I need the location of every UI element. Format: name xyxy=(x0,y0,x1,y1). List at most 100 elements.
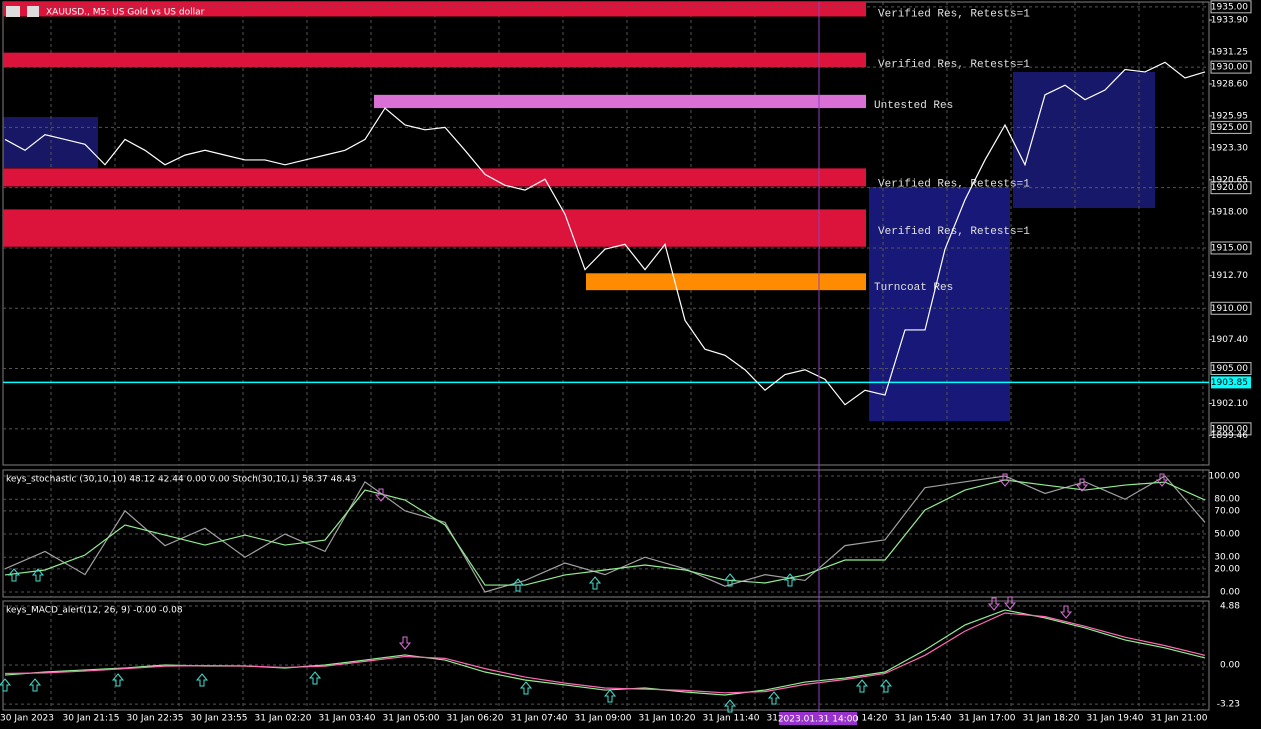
sr-zone xyxy=(3,168,866,187)
price-level-label: 1910.00 xyxy=(1211,304,1248,314)
buy-arrow xyxy=(195,673,209,687)
price-level-label: 1935.00 xyxy=(1211,2,1248,12)
y-tick-label: 30.00 xyxy=(1214,553,1240,563)
pane-frame xyxy=(2,469,1210,598)
data-line xyxy=(4,479,1206,586)
price-tick-label: 1933.90 xyxy=(1211,16,1248,26)
indicator-title: keys_stochastic (30,10,10) 48.12 42.44 0… xyxy=(6,475,356,485)
zone-label: Turncoat Res xyxy=(874,282,953,294)
price-level-label: 1900.00 xyxy=(1211,424,1248,434)
buy-arrow xyxy=(28,678,42,692)
price-level-label: 1925.00 xyxy=(1211,123,1248,133)
time-label: 31 Jan 21:00 xyxy=(1151,714,1208,724)
time-label: 30 Jan 21:15 xyxy=(63,714,120,724)
price-level-box xyxy=(1210,60,1252,74)
buy-arrow xyxy=(511,578,525,592)
sell-arrow xyxy=(1155,473,1169,487)
current-price-label: 1903.85 xyxy=(1211,378,1248,388)
y-tick-label: 4.88 xyxy=(1220,601,1240,611)
price-tick-label: 1902.10 xyxy=(1211,399,1248,409)
sr-zone xyxy=(586,273,866,291)
sr-zone xyxy=(3,209,866,247)
sr-zone xyxy=(3,52,866,68)
time-label: 31 Jan 19:40 xyxy=(1087,714,1144,724)
zone-label: Verified Res, Retests=1 xyxy=(878,178,1030,190)
zone-label: Verified Res, Retests=1 xyxy=(878,59,1030,71)
zone-label: Verified Res, Retests=1 xyxy=(878,226,1030,238)
sell-arrow xyxy=(1059,605,1073,619)
price-tick-label: 1907.40 xyxy=(1211,335,1248,345)
sell-arrow xyxy=(998,473,1012,487)
price-tick-label: 1918.00 xyxy=(1211,207,1248,217)
y-tick-label: 20.00 xyxy=(1214,564,1240,574)
buy-arrow xyxy=(783,573,797,587)
session-box xyxy=(1013,72,1155,208)
cursor-label: 2023.01.31 14:00 xyxy=(778,715,859,725)
cursor-label-box xyxy=(779,712,857,725)
time-label: 31 Jan 15:40 xyxy=(895,714,952,724)
buy-arrow xyxy=(603,689,617,703)
price-tick-label: 1912.70 xyxy=(1211,271,1248,281)
time-label: 31 Jan 11:40 xyxy=(703,714,760,724)
price-level-box xyxy=(1210,0,1252,14)
price-level-box xyxy=(1210,301,1252,315)
time-label: 31 Jan 09:00 xyxy=(575,714,632,724)
sell-arrow xyxy=(374,488,388,502)
price-tick-label: 1920.65 xyxy=(1211,175,1248,185)
data-line xyxy=(4,475,1206,593)
time-label: 31 Jan 06:20 xyxy=(447,714,504,724)
price-tick-label: 1899.46 xyxy=(1211,431,1248,441)
time-label: 31 Jan 02:20 xyxy=(255,714,312,724)
y-tick-label: 70.00 xyxy=(1214,506,1240,516)
y-tick-label: 100.00 xyxy=(1209,472,1241,482)
sr-zone xyxy=(3,2,866,17)
chart-icon[interactable] xyxy=(27,6,39,17)
sell-arrow xyxy=(1075,478,1089,492)
time-label: 31 Jan 07:40 xyxy=(511,714,568,724)
y-tick-label: 80.00 xyxy=(1214,495,1240,505)
time-label: 30 Jan 2023 xyxy=(0,714,54,724)
price-level-box xyxy=(1210,181,1252,195)
indicator-title: keys_MACD_alert(12, 26, 9) -0.00 -0.08 xyxy=(6,606,183,616)
price-tick-label: 1931.25 xyxy=(1211,48,1248,58)
sell-arrow xyxy=(1003,596,1017,610)
session-box xyxy=(869,187,1010,421)
pane-frame xyxy=(2,600,1210,711)
sell-arrow xyxy=(398,636,412,650)
buy-arrow xyxy=(723,699,737,713)
price-level-label: 1905.00 xyxy=(1211,364,1248,374)
price-level-box xyxy=(1210,422,1252,436)
buy-arrow xyxy=(588,576,602,590)
buy-arrow xyxy=(31,568,45,582)
time-label: 31 Jan 14:20 xyxy=(831,714,888,724)
sell-arrow xyxy=(987,597,1001,611)
price-level-label: 1920.00 xyxy=(1211,183,1248,193)
current-price-box xyxy=(1211,376,1251,389)
buy-arrow xyxy=(767,691,781,705)
time-label: 31 Jan 18:20 xyxy=(1023,714,1080,724)
price-tick-label: 1925.95 xyxy=(1211,111,1248,121)
chart-header: XAUUSD., M5: US Gold vs US dollar xyxy=(46,8,205,18)
buy-arrow xyxy=(519,681,533,695)
time-label: 31 Jan 17:00 xyxy=(959,714,1016,724)
y-tick-label: 0.00 xyxy=(1220,660,1240,670)
time-label: 30 Jan 22:35 xyxy=(127,714,184,724)
buy-arrow xyxy=(855,679,869,693)
buy-arrow xyxy=(879,679,893,693)
zone-label: Verified Res, Retests=1 xyxy=(878,8,1030,20)
price-level-label: 1915.00 xyxy=(1211,243,1248,253)
sr-zone xyxy=(374,94,866,109)
price-level-box xyxy=(1210,120,1252,134)
buy-arrow xyxy=(0,678,12,692)
time-label: 30 Jan 23:55 xyxy=(191,714,248,724)
y-tick-label: 50.00 xyxy=(1214,530,1240,540)
zone-label: Untested Res xyxy=(874,100,953,112)
buy-arrow xyxy=(308,671,322,685)
buy-arrow xyxy=(111,673,125,687)
time-label: 31 Jan 10:20 xyxy=(639,714,696,724)
menu-icon[interactable] xyxy=(6,6,20,17)
price-level-label: 1930.00 xyxy=(1211,63,1248,73)
buy-arrow xyxy=(723,573,737,587)
